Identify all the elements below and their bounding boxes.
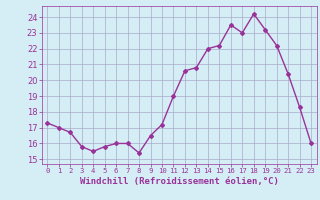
X-axis label: Windchill (Refroidissement éolien,°C): Windchill (Refroidissement éolien,°C) (80, 177, 279, 186)
